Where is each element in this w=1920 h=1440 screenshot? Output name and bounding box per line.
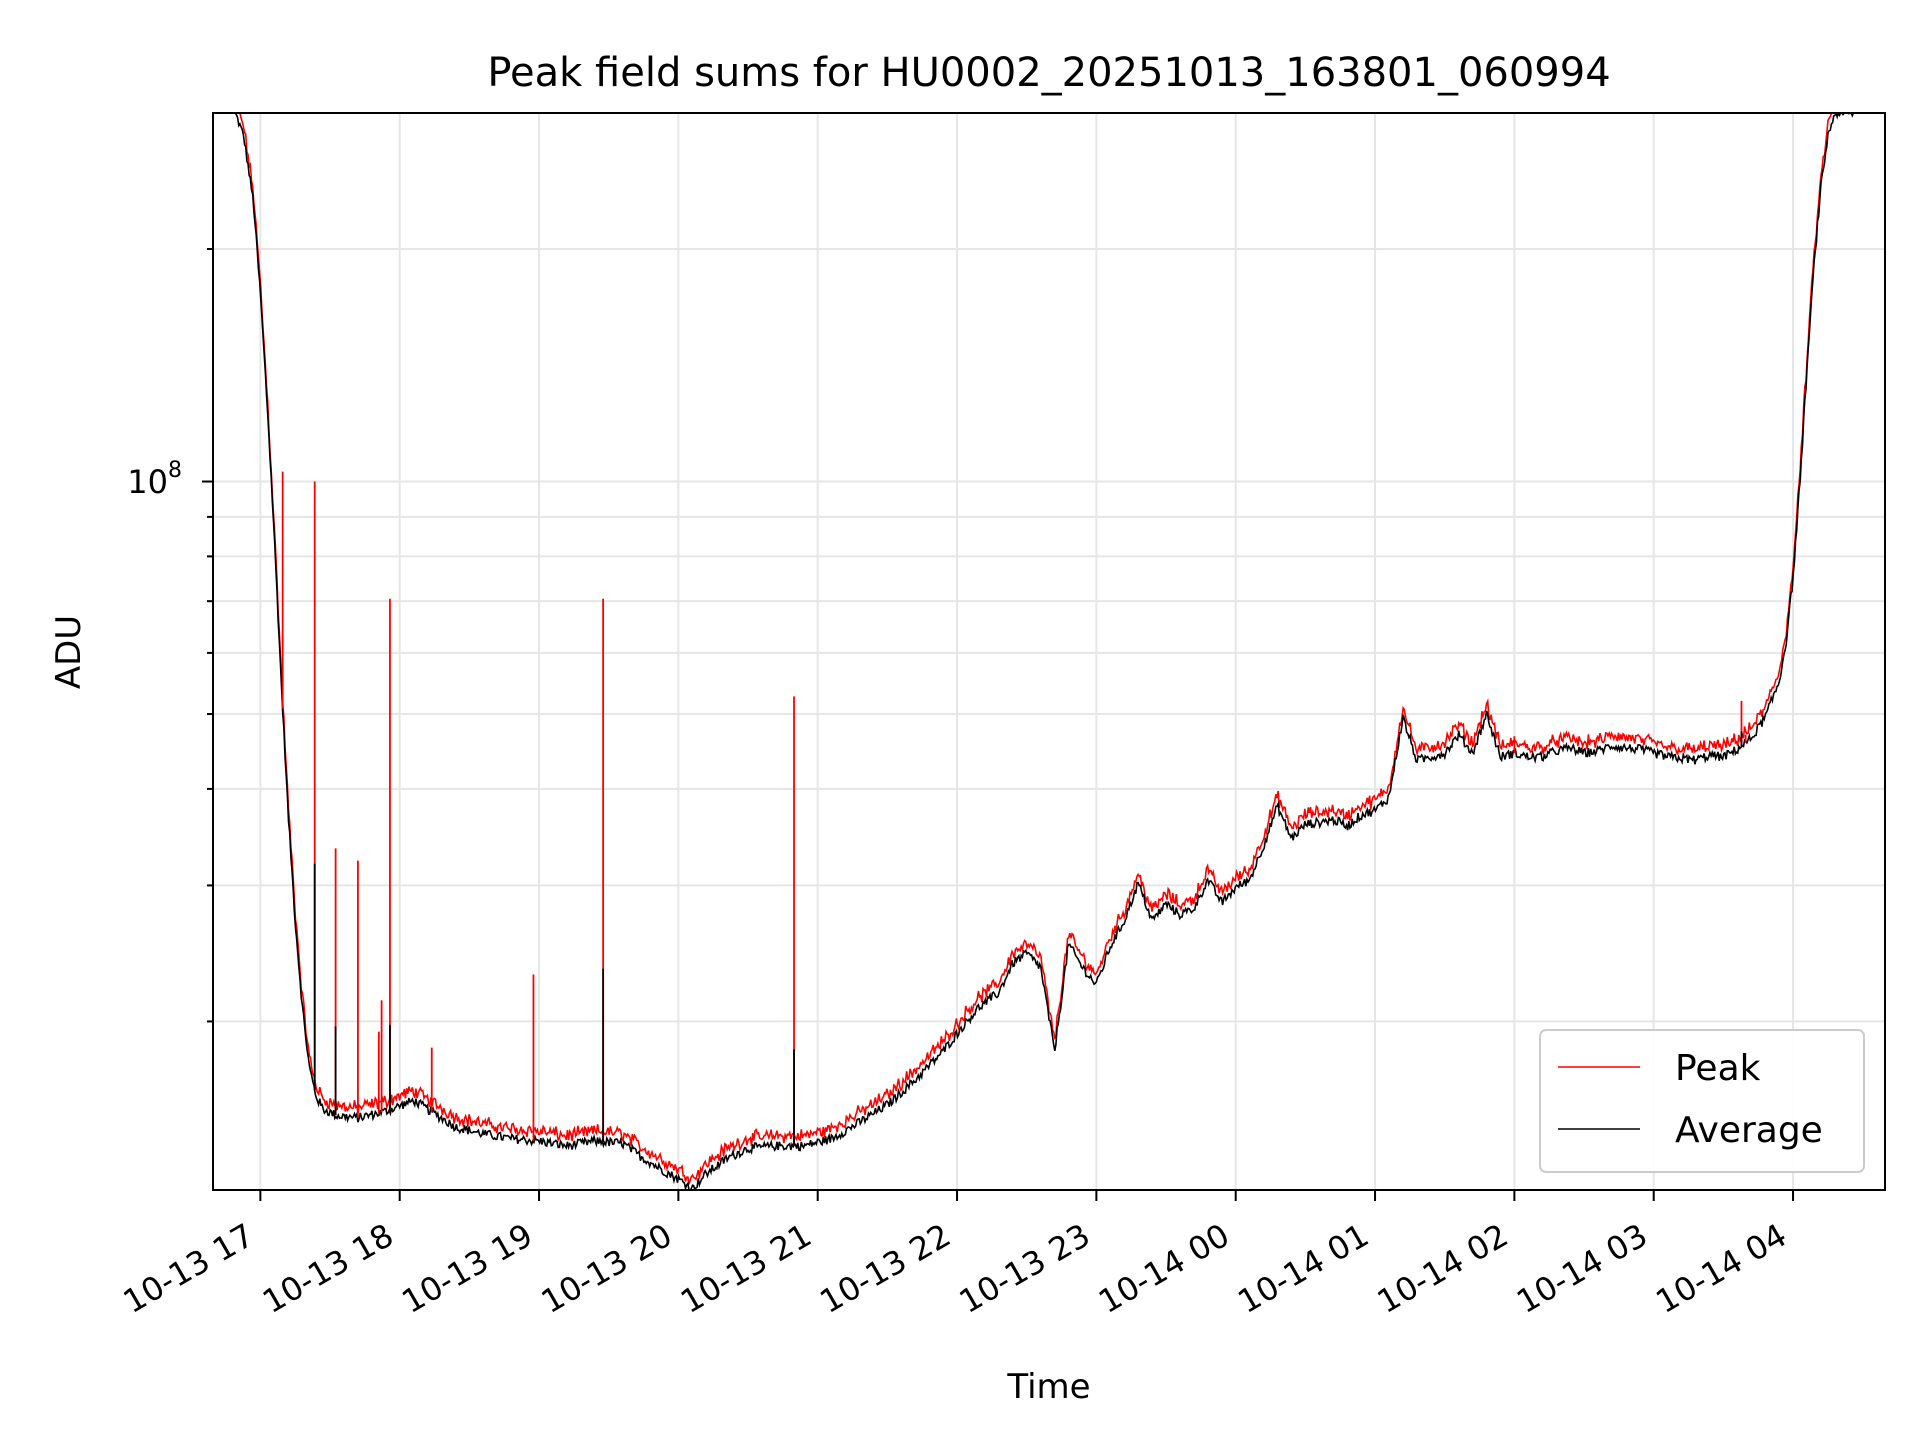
legend: Peak Average (1539, 1029, 1865, 1173)
x-axis-label: Time (1006, 1367, 1090, 1407)
plot-area (234, 113, 1856, 1190)
plot-series (234, 113, 1856, 1190)
y-axis-label: ADU (49, 615, 89, 689)
plot-frame (212, 112, 1886, 1191)
peak-series-line (235, 113, 1856, 1185)
chart-title: Peak field sums for HU0002_20251013_1638… (487, 50, 1610, 96)
legend-average-label: Average (1675, 1110, 1823, 1151)
grid (213, 113, 1885, 1190)
legend-peak-label: Peak (1675, 1048, 1761, 1089)
average-series-line (234, 113, 1856, 1190)
y-tick-label-1e8: 108 (127, 458, 182, 501)
legend-box (1539, 1029, 1865, 1173)
